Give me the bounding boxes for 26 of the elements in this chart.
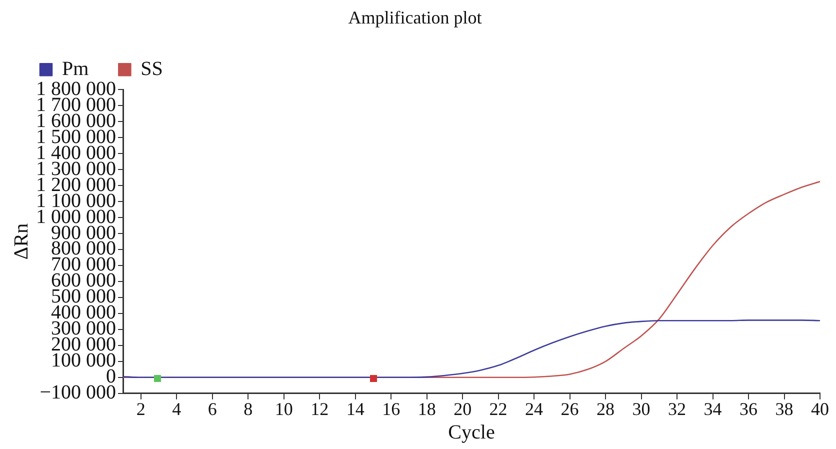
x-tick-label: 30 xyxy=(632,398,650,419)
x-tick-label: 26 xyxy=(560,398,579,419)
x-tick-label: 2 xyxy=(136,398,146,419)
x-tick-label: 34 xyxy=(704,398,722,419)
x-tick-label: 40 xyxy=(811,398,829,419)
x-tick-label: 16 xyxy=(382,398,400,419)
x-tick-label: 20 xyxy=(454,398,472,419)
x-tick-label: 4 xyxy=(172,398,182,419)
x-tick-label: 8 xyxy=(244,398,253,419)
x-tick-label: 36 xyxy=(740,398,758,419)
x-tick-label: 28 xyxy=(596,398,615,419)
x-tick-label: 6 xyxy=(208,398,217,419)
x-tick-label: 24 xyxy=(525,398,544,419)
chart-title: Amplification plot xyxy=(348,8,482,28)
legend-label: SS xyxy=(140,58,163,80)
x-tick-label: 14 xyxy=(346,398,364,419)
x-tick-label: 18 xyxy=(418,398,436,419)
x-tick-label: 12 xyxy=(310,398,329,419)
x-tick-label: 22 xyxy=(489,398,508,419)
x-axis-title: Cycle xyxy=(448,421,495,444)
legend-label: Pm xyxy=(62,58,90,80)
y-axis-title: ΔRn xyxy=(10,223,32,260)
x-tick-label: 32 xyxy=(668,398,686,419)
x-tick-label: 38 xyxy=(775,398,794,419)
x-tick-label: 10 xyxy=(274,398,293,419)
line-series xyxy=(123,320,820,378)
